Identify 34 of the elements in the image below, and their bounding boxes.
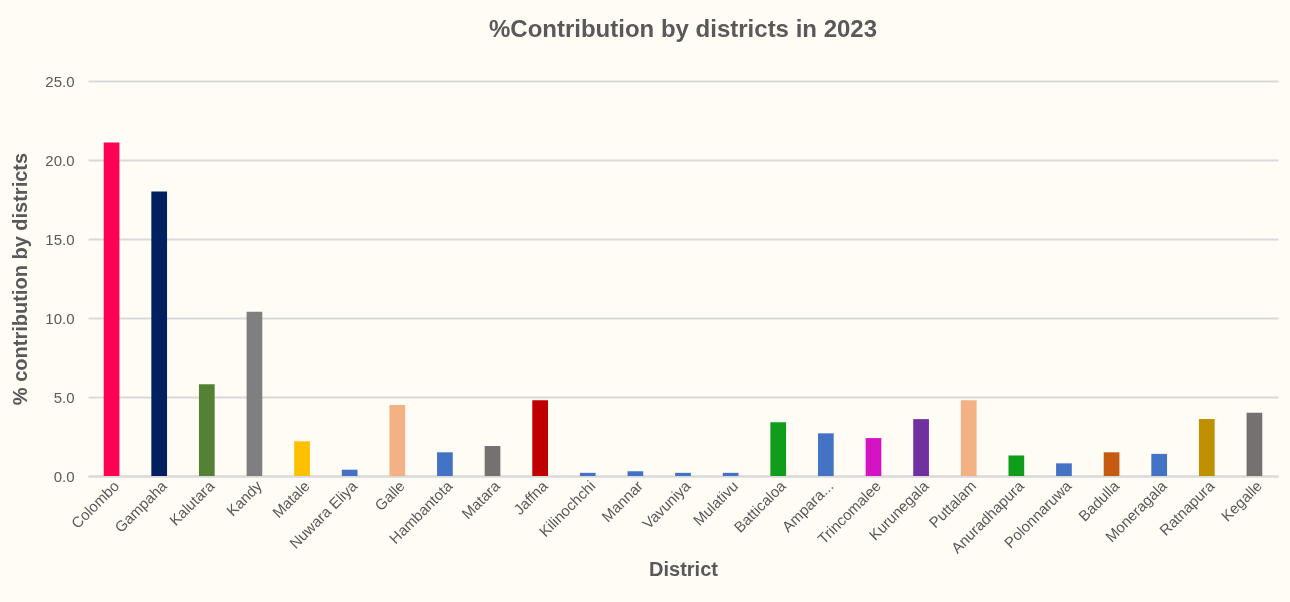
bar (1103, 452, 1120, 476)
bar (770, 422, 787, 476)
bar (437, 452, 453, 476)
bar (722, 472, 739, 476)
bar (198, 384, 215, 476)
bar (913, 419, 929, 476)
bar (341, 469, 358, 476)
bar (1198, 419, 1215, 476)
bar (818, 433, 834, 476)
bar (532, 400, 548, 476)
bar (103, 142, 120, 476)
bar (579, 472, 596, 476)
chart-title: %Contribution by districts in 2023 (488, 15, 878, 42)
bar (1056, 463, 1072, 476)
y-tick-label: 15.0 (45, 230, 75, 248)
bar (865, 438, 882, 476)
bar (151, 191, 168, 476)
bar (294, 441, 310, 476)
bar (1246, 412, 1263, 476)
y-tick-label: 20.0 (45, 151, 75, 169)
bar (1008, 455, 1025, 476)
bar (675, 472, 691, 476)
y-tick-label: 10.0 (45, 309, 75, 327)
y-tick-label: 0.0 (53, 467, 75, 485)
bar (246, 311, 263, 476)
x-axis-title: District (649, 558, 719, 581)
y-axis-title: % contribution by districts (9, 152, 32, 406)
y-tick-label: 5.0 (53, 388, 75, 406)
y-tick-label: 25.0 (45, 72, 75, 90)
bar (389, 404, 406, 476)
bar (484, 445, 501, 476)
bar (960, 400, 977, 476)
bar (1151, 453, 1168, 476)
bar (627, 471, 644, 476)
